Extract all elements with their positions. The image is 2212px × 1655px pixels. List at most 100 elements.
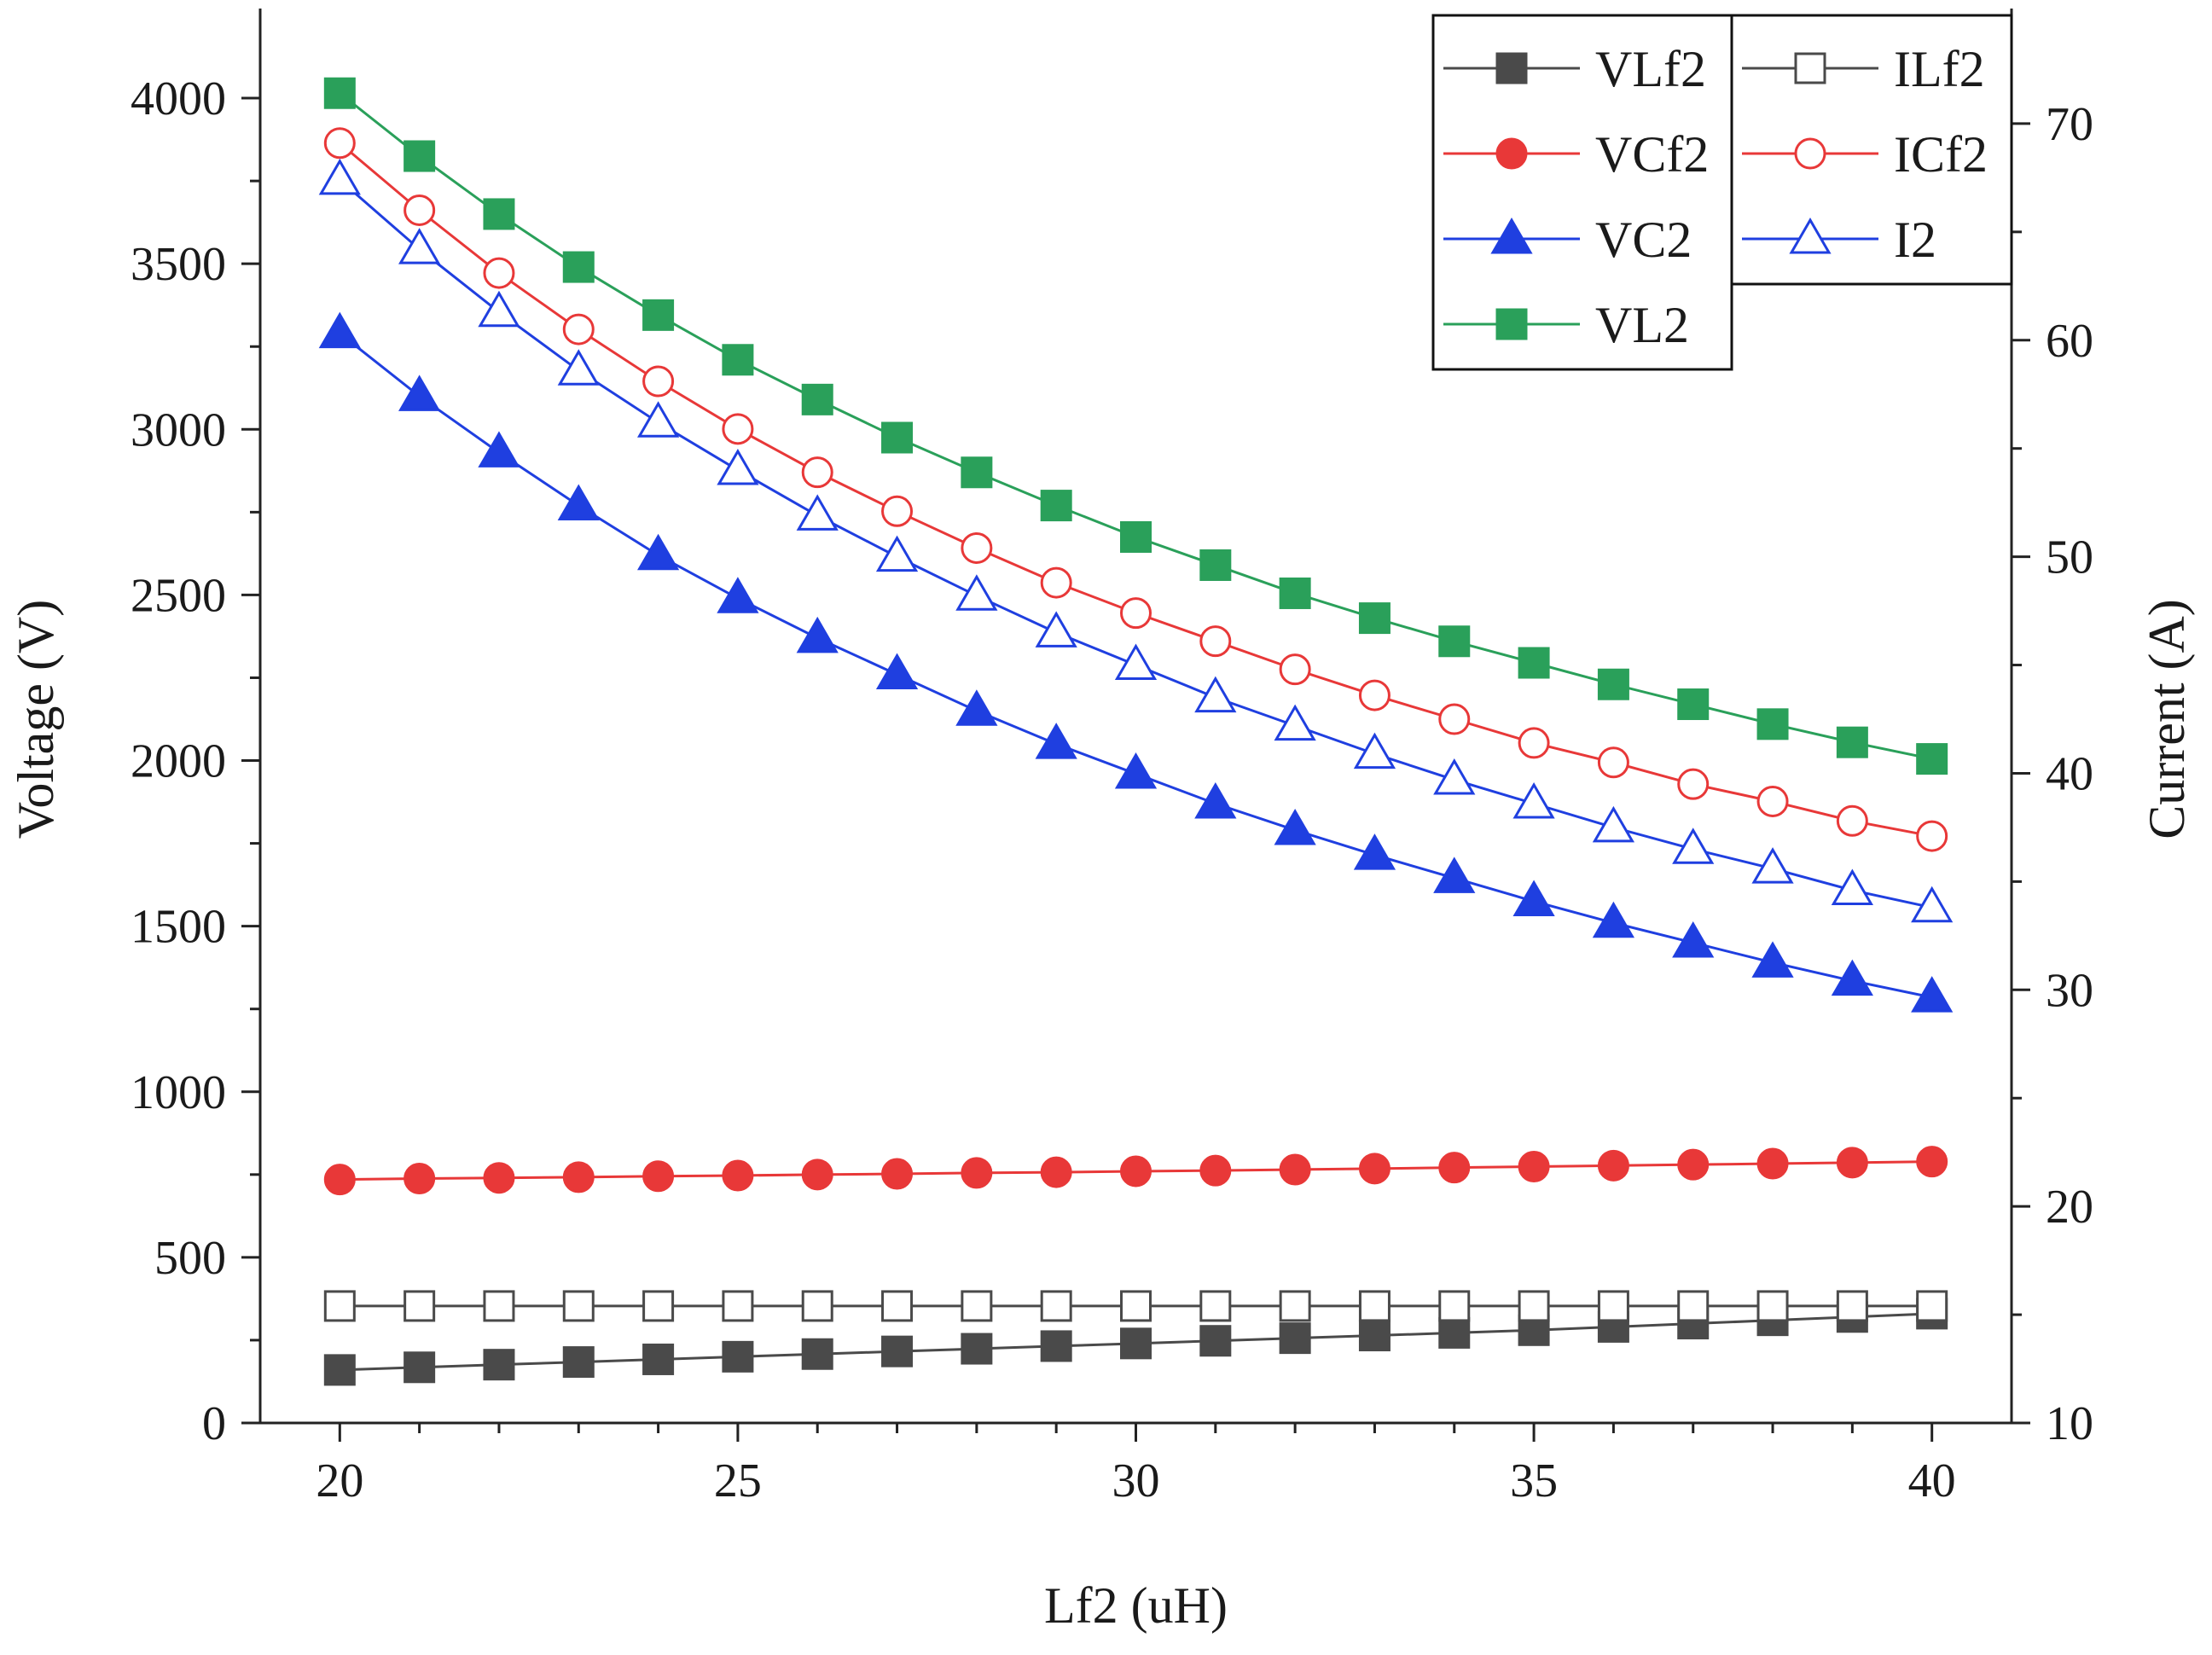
data-point-vcf2 xyxy=(404,1162,436,1194)
data-point-i2 xyxy=(1831,868,1873,905)
x-axis-title: Lf2 (uH) xyxy=(1044,1577,1228,1634)
data-point-icf2 xyxy=(722,413,754,445)
data-point-vl2 xyxy=(1199,549,1232,581)
data-point-vl2 xyxy=(881,421,914,454)
data-point-vc2 xyxy=(1512,880,1555,916)
data-point-vcf2 xyxy=(323,1164,356,1196)
data-point-icf2 xyxy=(1279,653,1311,686)
data-point-i2 xyxy=(955,574,998,611)
data-point-vcf2 xyxy=(1836,1147,1868,1179)
data-point-icf2 xyxy=(1040,566,1072,599)
data-point-vcf2 xyxy=(1120,1155,1152,1188)
data-point-icf2 xyxy=(562,313,595,346)
data-point-vlf2 xyxy=(1358,1320,1390,1352)
legend-label: VL2 xyxy=(1595,297,1689,353)
data-point-ilf2 xyxy=(801,1290,833,1322)
legend-item-vcf2: VCf2 xyxy=(1443,126,1709,183)
data-point-icf2 xyxy=(961,531,993,564)
y-axis-left-title: Voltage (V) xyxy=(8,600,64,839)
y-left-tick-label: 3000 xyxy=(131,404,226,456)
data-point-vc2 xyxy=(1274,809,1316,845)
data-point-i2 xyxy=(1592,805,1635,843)
data-point-vl2 xyxy=(562,251,595,283)
y-right-tick-label: 20 xyxy=(2046,1181,2093,1234)
data-point-vcf2 xyxy=(722,1159,754,1192)
data-point-icf2 xyxy=(1518,727,1550,759)
data-point-vl2 xyxy=(1756,708,1789,740)
data-point-vcf2 xyxy=(562,1161,595,1193)
data-point-vl2 xyxy=(1358,602,1390,635)
x-tick-label: 25 xyxy=(714,1455,762,1507)
data-point-vc2 xyxy=(1751,941,1794,978)
data-point-vcf2 xyxy=(881,1158,914,1190)
y-axis-right-title: Current (A) xyxy=(2139,599,2195,839)
legend-marker-i2-icon xyxy=(1789,217,1832,254)
data-point-vl2 xyxy=(323,77,356,109)
data-point-vlf2 xyxy=(404,1351,436,1384)
data-point-vl2 xyxy=(722,344,754,376)
data-point-icf2 xyxy=(1199,625,1232,658)
data-point-vl2 xyxy=(1677,688,1710,721)
y-left-tick-label: 1500 xyxy=(131,901,226,954)
data-point-i2 xyxy=(1035,611,1077,647)
data-point-i2 xyxy=(1114,643,1158,680)
legend-item-icf2: ICf2 xyxy=(1742,126,1988,183)
data-point-vc2 xyxy=(875,653,919,690)
data-point-vcf2 xyxy=(1597,1149,1629,1182)
data-point-ilf2 xyxy=(642,1290,675,1322)
data-point-vlf2 xyxy=(1279,1322,1311,1355)
data-point-icf2 xyxy=(1358,679,1390,711)
data-point-vcf2 xyxy=(1518,1151,1550,1183)
data-point-vl2 xyxy=(1438,625,1471,658)
data-point-vc2 xyxy=(1911,976,1954,1013)
legend-item-vlf2: VLf2 xyxy=(1443,41,1706,97)
data-point-vlf2 xyxy=(801,1338,833,1370)
data-point-i2 xyxy=(1911,886,1954,923)
data-point-vlf2 xyxy=(961,1333,993,1365)
data-point-vc2 xyxy=(1831,959,1873,996)
data-point-vlf2 xyxy=(1438,1316,1471,1349)
data-point-vcf2 xyxy=(1677,1148,1710,1181)
data-point-vcf2 xyxy=(1199,1154,1232,1187)
data-point-ilf2 xyxy=(881,1290,914,1322)
data-point-vcf2 xyxy=(1916,1146,1948,1178)
y-left-tick-label: 1000 xyxy=(131,1066,226,1119)
legend-item-vl2: VL2 xyxy=(1443,297,1689,353)
data-point-i2 xyxy=(557,349,600,386)
x-tick-label: 20 xyxy=(316,1455,363,1507)
legend: VLf2 VCf2 VC2 VL2 ILf2 ICf2 I2 xyxy=(1431,14,2013,371)
data-point-i2 xyxy=(398,228,441,264)
x-tick-label: 30 xyxy=(1112,1455,1160,1507)
data-point-i2 xyxy=(796,494,839,531)
legend-label: I2 xyxy=(1894,212,1936,268)
legend-label: VCf2 xyxy=(1595,126,1709,183)
data-point-vc2 xyxy=(318,311,361,349)
data-point-vc2 xyxy=(1114,752,1158,789)
data-point-vcf2 xyxy=(483,1162,515,1194)
data-point-vcf2 xyxy=(1438,1152,1471,1184)
data-point-i2 xyxy=(1751,847,1794,884)
data-point-vc2 xyxy=(557,484,600,521)
data-point-vc2 xyxy=(717,577,759,613)
x-tick-label: 40 xyxy=(1908,1455,1956,1507)
data-point-i2 xyxy=(1194,676,1237,713)
data-point-icf2 xyxy=(1916,820,1948,852)
data-point-icf2 xyxy=(323,127,356,160)
data-point-vc2 xyxy=(398,375,441,411)
data-point-ilf2 xyxy=(1916,1290,1948,1322)
data-point-vlf2 xyxy=(642,1343,675,1375)
data-point-ilf2 xyxy=(1120,1290,1152,1322)
data-point-vcf2 xyxy=(1040,1156,1072,1188)
data-point-vcf2 xyxy=(642,1160,675,1193)
data-point-icf2 xyxy=(881,495,914,527)
data-point-icf2 xyxy=(1677,768,1710,800)
data-point-ilf2 xyxy=(562,1290,595,1322)
data-point-vl2 xyxy=(404,140,436,172)
y-right-tick-label: 70 xyxy=(2046,98,2093,151)
data-point-ilf2 xyxy=(323,1290,356,1322)
data-point-vcf2 xyxy=(1358,1153,1390,1185)
data-point-vlf2 xyxy=(1199,1325,1232,1357)
y-right-tick-label: 10 xyxy=(2046,1397,2093,1450)
data-point-vc2 xyxy=(1194,781,1237,819)
data-point-i2 xyxy=(1433,758,1476,795)
